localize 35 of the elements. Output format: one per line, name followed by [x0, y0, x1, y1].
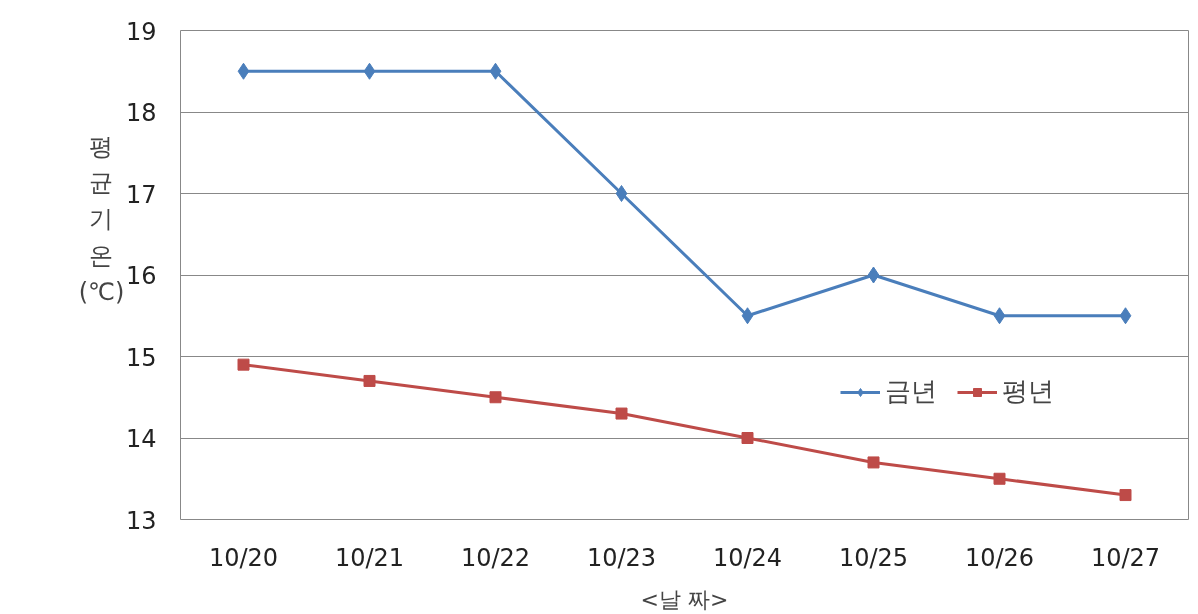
y-tick-label: 13	[125, 506, 157, 535]
legend-label: 금년	[885, 375, 937, 408]
y-axis-title: 평균기온 (℃)	[78, 132, 125, 307]
point	[363, 62, 376, 80]
x-tick-label: 10/21	[334, 543, 405, 572]
point	[237, 358, 250, 371]
point	[741, 432, 754, 444]
point	[993, 472, 1006, 485]
x-tick-label: 10/20	[208, 543, 279, 572]
point	[1119, 489, 1132, 502]
x-axis-title: <날 짜>	[640, 586, 729, 612]
point	[1119, 307, 1132, 325]
point	[867, 456, 880, 469]
point	[615, 407, 628, 420]
point	[363, 374, 376, 387]
point	[489, 391, 502, 404]
point	[993, 307, 1006, 325]
x-tick-label: 10/22	[460, 543, 531, 572]
x-tick-label: 10/25	[838, 543, 909, 572]
y-tick-label: 19	[125, 17, 157, 46]
y-tick-label: 14	[125, 425, 157, 453]
point	[489, 62, 502, 80]
point	[237, 62, 250, 80]
x-tick-label: 10/24	[712, 543, 783, 572]
point	[741, 307, 754, 325]
y-tick-label: 18	[125, 99, 157, 127]
x-tick-label: 10/27	[1090, 543, 1161, 572]
point	[615, 185, 628, 202]
x-tick-label: 10/26	[964, 543, 1035, 572]
y-tick-label: 17	[125, 180, 157, 209]
y-tick-label: 15	[125, 343, 157, 372]
y-tick-label: 16	[125, 262, 157, 290]
legend-label: 평년	[1002, 375, 1054, 408]
point	[867, 266, 880, 284]
x-tick-label: 10/23	[586, 543, 657, 572]
